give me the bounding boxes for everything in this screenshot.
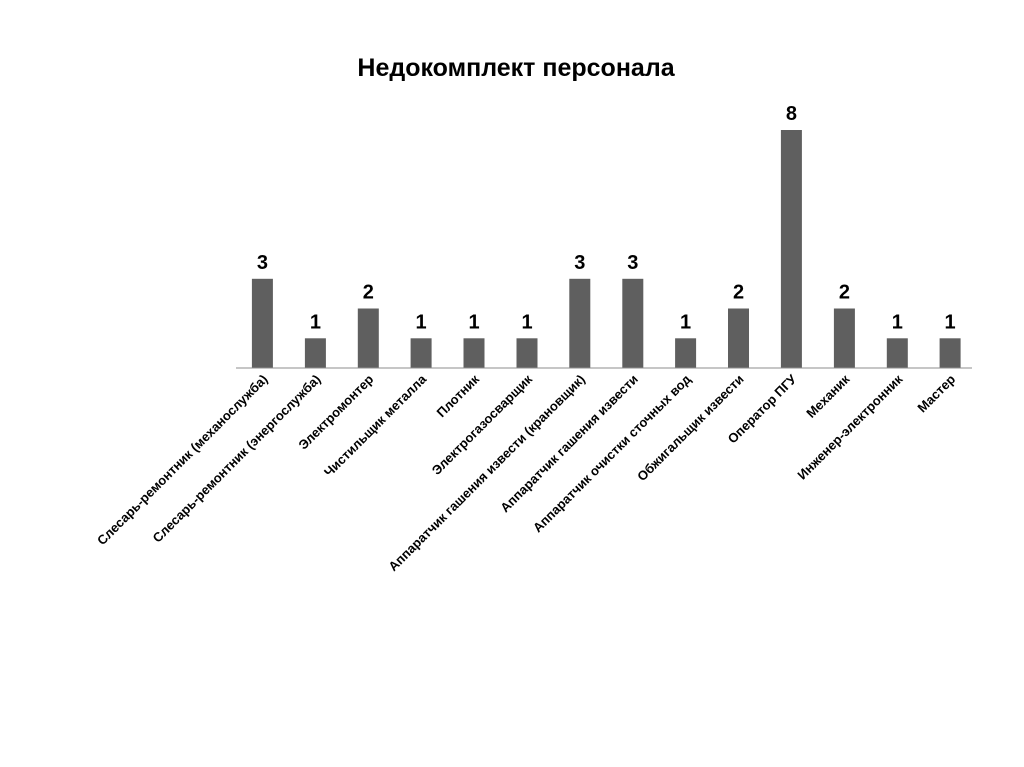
bar <box>304 338 326 369</box>
bars-group <box>251 130 961 369</box>
bar <box>780 130 802 368</box>
bar-value-label: 1 <box>416 311 427 333</box>
bar <box>622 278 644 369</box>
bar <box>886 338 908 369</box>
value-labels-group: 3 1 2 1 1 1 3 3 1 2 8 2 1 1 <box>257 103 956 333</box>
category-label: Механик <box>803 371 853 421</box>
category-label: Аппаратчик гашения извести (крановщик) <box>385 372 588 575</box>
bar-value-label: 1 <box>680 311 691 333</box>
chart-title: Недокомплект персонала <box>357 54 675 82</box>
category-label: Электрогазосварщик <box>429 371 536 478</box>
category-label: Обжигальщик извести <box>634 372 746 484</box>
category-labels-group: Слесарь-ремонтник (механослужба)Слесарь-… <box>94 371 958 574</box>
bar-value-label: 3 <box>627 252 638 274</box>
bar <box>516 338 538 369</box>
bar <box>833 308 855 368</box>
bar <box>728 308 749 368</box>
bar-value-label: 3 <box>257 252 268 274</box>
bar <box>251 278 273 369</box>
category-label: Плотник <box>433 371 482 420</box>
bar-value-label: 2 <box>733 282 744 304</box>
bar-value-label: 2 <box>839 282 850 304</box>
bar <box>410 338 432 369</box>
category-label: Инженер-электронник <box>794 371 905 482</box>
bar-value-label: 8 <box>786 103 797 125</box>
bar-value-label: 1 <box>468 311 479 333</box>
bar-value-label: 1 <box>892 311 903 333</box>
bar-value-label: 1 <box>310 311 321 333</box>
bar <box>675 338 697 369</box>
category-label: Мастер <box>914 371 958 415</box>
bar-value-label: 2 <box>363 282 374 304</box>
bar-value-label: 1 <box>945 311 956 333</box>
bar <box>569 278 591 369</box>
bar-value-label: 1 <box>521 311 532 333</box>
bar <box>357 308 379 368</box>
bar <box>939 338 961 369</box>
bar <box>463 338 485 369</box>
category-label: Чистильщик металла <box>321 371 430 480</box>
bar-value-label: 3 <box>574 252 585 274</box>
